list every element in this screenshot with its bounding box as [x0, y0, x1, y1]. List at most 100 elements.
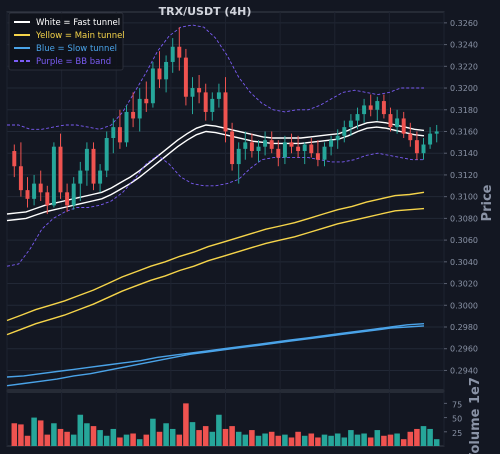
candle-body	[51, 146, 56, 206]
volume-bar	[295, 431, 301, 446]
volume-bar	[328, 435, 334, 446]
candle-body	[210, 98, 215, 112]
candle-body	[263, 140, 268, 147]
candle-body	[170, 46, 175, 62]
candle-body	[78, 170, 83, 184]
candle-body	[355, 114, 360, 121]
candle-body	[282, 142, 287, 158]
candle-body	[117, 127, 122, 143]
volume-bar	[414, 428, 420, 446]
volume-bar	[123, 434, 130, 446]
series-line	[6, 323, 425, 378]
volume-bar	[433, 439, 440, 446]
indicator-lines	[6, 24, 425, 387]
volume-bar	[156, 431, 163, 446]
candle-body	[12, 151, 17, 167]
candle-body	[249, 142, 254, 152]
candle-body	[18, 166, 23, 191]
volume-bar	[367, 437, 374, 446]
candle-body	[157, 68, 162, 80]
volume-bar	[301, 435, 308, 446]
volume-bar	[117, 437, 123, 446]
series-line	[6, 152, 424, 267]
tick-label: 25	[452, 429, 462, 438]
volume-bar	[183, 403, 189, 446]
legend-label-slow: Blue = Slow tunnel	[36, 44, 117, 54]
tick-label: 0.3140	[450, 149, 478, 158]
volume-bar	[216, 414, 222, 446]
candle-body	[131, 111, 136, 119]
tick-label: 0.3200	[450, 84, 478, 93]
volume-bar	[150, 418, 156, 446]
candlesticks	[12, 27, 439, 215]
candle-body	[25, 190, 30, 199]
volume-bar	[189, 422, 196, 446]
tick-label: 0.3180	[450, 106, 478, 115]
volume-bar	[163, 423, 169, 446]
candle-body	[197, 88, 202, 93]
candle-body	[388, 114, 393, 128]
tick-label: 0.2960	[450, 345, 478, 354]
volume-bar	[374, 430, 381, 446]
candle-body	[45, 192, 50, 206]
candle-body	[216, 92, 221, 99]
candle-body	[414, 140, 419, 154]
legend: White = Fast tunnel Yellow = Main tunnel…	[8, 12, 125, 71]
price-axis-ticks: 0.2940 0.2960 0.2980 0.3000 0.3020 0.3040 0.30…	[444, 19, 478, 375]
candle-body	[342, 127, 347, 136]
volume-bar	[275, 435, 282, 446]
candle-body	[84, 148, 89, 171]
volume-bar	[64, 431, 70, 446]
tick-label: 0.3020	[450, 280, 478, 289]
volume-bar	[321, 434, 328, 446]
volume-bar	[249, 430, 255, 446]
volume-bar	[427, 428, 433, 446]
volume-bar	[268, 431, 275, 446]
volume-bar	[11, 423, 18, 446]
tick-label: 0.3160	[450, 127, 478, 136]
series-line	[6, 126, 425, 222]
volume-bar	[341, 437, 348, 446]
volume-bar	[354, 434, 361, 446]
candle-body	[91, 148, 96, 184]
candle-body	[256, 146, 261, 152]
legend-label-bb: Purple = BB band	[36, 57, 111, 67]
volume-bars	[11, 403, 440, 446]
candle-body	[98, 170, 103, 184]
chart-title: TRX/USDT (4H)	[159, 5, 252, 18]
candle-body	[137, 98, 142, 119]
candle-body	[269, 140, 274, 149]
candle-body	[230, 131, 235, 165]
volume-bar	[57, 428, 64, 446]
volume-bar	[334, 433, 341, 446]
candle-body	[381, 101, 386, 115]
tick-label: 0.3000	[450, 301, 478, 310]
series-line	[7, 24, 424, 130]
volume-bar	[400, 439, 407, 446]
volume-bar	[136, 439, 143, 446]
legend-label-fast: White = Fast tunnel	[36, 18, 120, 28]
tick-label: 0.2980	[450, 323, 478, 332]
volume-bar	[288, 437, 295, 446]
volume-bar	[90, 426, 97, 446]
volume-bar	[37, 420, 44, 446]
candle-body	[71, 183, 76, 206]
volume-bar	[262, 433, 268, 446]
candle-body	[203, 92, 208, 112]
candle-body	[302, 144, 307, 152]
candle-body	[177, 46, 182, 58]
candle-body	[329, 140, 334, 147]
candle-body	[421, 144, 426, 154]
tick-label: 0.3240	[450, 41, 478, 50]
volume-bar	[169, 428, 176, 446]
volume-bar	[394, 433, 400, 446]
volume-bar	[308, 433, 315, 446]
volume-bar	[387, 434, 394, 446]
candle-body	[124, 111, 129, 143]
candle-body	[348, 120, 353, 128]
tick-label: 0.3040	[450, 258, 478, 267]
volume-bar	[361, 433, 367, 446]
volume-bar	[18, 424, 24, 446]
candle-body	[223, 92, 228, 132]
